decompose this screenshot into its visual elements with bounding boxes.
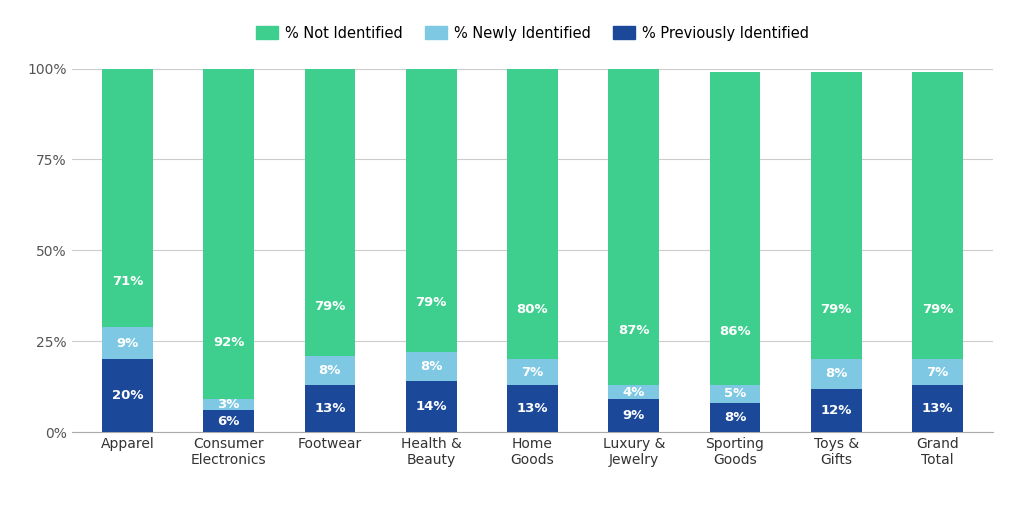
Bar xyxy=(102,359,153,432)
Bar xyxy=(811,72,861,359)
Text: 92%: 92% xyxy=(213,336,245,349)
Bar xyxy=(912,385,963,432)
Bar xyxy=(912,72,963,359)
Bar xyxy=(406,352,457,381)
Legend: % Not Identified, % Newly Identified, % Previously Identified: % Not Identified, % Newly Identified, % … xyxy=(252,21,813,45)
Bar xyxy=(811,359,861,388)
Text: 9%: 9% xyxy=(117,337,138,349)
Text: 8%: 8% xyxy=(318,364,341,377)
Text: 86%: 86% xyxy=(719,325,751,338)
Text: 8%: 8% xyxy=(825,367,848,380)
Bar xyxy=(912,359,963,385)
Bar xyxy=(102,327,153,359)
Text: 4%: 4% xyxy=(623,386,645,398)
Text: 8%: 8% xyxy=(724,411,746,424)
Text: 13%: 13% xyxy=(922,402,953,415)
Text: 79%: 79% xyxy=(314,300,346,313)
Bar xyxy=(304,356,355,385)
Bar xyxy=(507,385,558,432)
Text: 79%: 79% xyxy=(820,304,852,316)
Bar xyxy=(204,65,254,399)
Text: 7%: 7% xyxy=(927,366,948,378)
Text: 79%: 79% xyxy=(416,296,446,309)
Text: 80%: 80% xyxy=(517,303,548,316)
Text: 5%: 5% xyxy=(724,387,746,401)
Text: 87%: 87% xyxy=(618,325,649,337)
Text: 3%: 3% xyxy=(217,398,240,412)
Text: 13%: 13% xyxy=(517,402,548,415)
Bar xyxy=(304,69,355,356)
Text: 71%: 71% xyxy=(112,275,143,288)
Text: 13%: 13% xyxy=(314,402,346,415)
Bar xyxy=(204,411,254,432)
Text: 8%: 8% xyxy=(420,360,442,373)
Bar xyxy=(507,359,558,385)
Text: 14%: 14% xyxy=(416,400,446,413)
Bar xyxy=(608,399,659,432)
Bar xyxy=(507,69,558,359)
Bar xyxy=(710,72,761,385)
Bar xyxy=(204,399,254,411)
Bar xyxy=(102,69,153,327)
Bar xyxy=(608,385,659,399)
Text: 20%: 20% xyxy=(112,389,143,402)
Text: 6%: 6% xyxy=(217,415,240,428)
Text: 7%: 7% xyxy=(521,366,544,378)
Bar xyxy=(811,388,861,432)
Bar xyxy=(710,403,761,432)
Text: 79%: 79% xyxy=(922,304,953,316)
Text: 12%: 12% xyxy=(820,404,852,417)
Bar xyxy=(406,381,457,432)
Bar xyxy=(710,385,761,403)
Bar xyxy=(406,65,457,352)
Text: 9%: 9% xyxy=(623,409,645,422)
Bar xyxy=(608,69,659,385)
Bar xyxy=(304,385,355,432)
